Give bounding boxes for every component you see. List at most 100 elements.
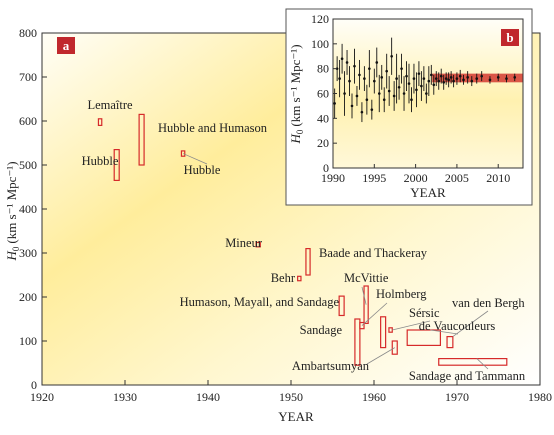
annotation-lemaitre: Lemaître xyxy=(87,98,133,112)
measurement-point xyxy=(375,61,379,64)
measurement-point xyxy=(417,72,421,75)
leader-line-van-den-bergh xyxy=(452,310,489,337)
annotation-humason-mayall-and-sandage: Humason, Mayall, and Sandage xyxy=(180,295,340,309)
measurement-point xyxy=(466,76,469,79)
annotation-van-den-bergh: van den Bergh xyxy=(452,296,525,310)
measurement-point xyxy=(365,98,369,102)
measurement-point xyxy=(382,98,386,102)
main-x-tick-label: 1970 xyxy=(445,390,469,404)
measurement-point xyxy=(434,77,438,80)
annotation-mcvittie: McVittie xyxy=(344,271,389,285)
inset-x-tick-label: 2005 xyxy=(445,171,469,185)
inset-measurements xyxy=(333,37,517,123)
measurement-point xyxy=(420,84,423,88)
measurement-point xyxy=(405,74,408,78)
measurement-point xyxy=(343,92,346,95)
main-y-axis-label: H0 (km s⁻¹ Mpc⁻¹) xyxy=(4,161,21,261)
measurement-point xyxy=(455,77,459,80)
measurement-point xyxy=(410,98,413,102)
estimate-box-holmberg xyxy=(359,321,365,330)
estimate-box-baade-and-thackeray xyxy=(305,248,311,276)
main-y-tick-label: 100 xyxy=(19,334,37,348)
inset-y-tick-label: 60 xyxy=(317,87,329,101)
annotation-hubble: Hubble xyxy=(82,154,119,168)
measurement-point xyxy=(488,78,492,82)
annotation-sandage: Sandage xyxy=(300,323,343,337)
measurement-point xyxy=(452,79,455,83)
inset-x-ticks: 1990 1995 2000 2005 2010 xyxy=(321,164,510,185)
measurement-point xyxy=(470,79,474,83)
estimate-box-humason-mayall-and-sandage xyxy=(338,295,345,317)
estimate-box-van-den-bergh xyxy=(446,336,454,349)
inset-y-axis-label-unit: (km s⁻¹ Mpc⁻¹) xyxy=(288,44,303,126)
measurement-point xyxy=(430,73,433,77)
measurement-point xyxy=(422,77,426,80)
annotation-hubble: Hubble xyxy=(184,163,221,177)
measurement-point xyxy=(425,92,428,95)
main-y-tick-label: 200 xyxy=(19,290,37,304)
main-y-axis-label-symbol: H xyxy=(4,251,19,262)
estimate-box-lemaitre xyxy=(97,118,103,127)
measurement-point xyxy=(355,94,359,98)
inset-y-axis-label-subscript: 0 xyxy=(295,129,305,134)
main-x-tick-label: 1980 xyxy=(528,390,552,404)
estimate-box-mineur xyxy=(255,241,261,248)
inset-x-tick-label: 1995 xyxy=(362,171,386,185)
main-x-tick-label: 1950 xyxy=(279,390,303,404)
measurement-point xyxy=(360,110,364,114)
main-y-ticks: 0 100 200 300 400 500 600 700 800 xyxy=(19,26,47,392)
measurement-point xyxy=(387,89,391,93)
measurement-point xyxy=(475,77,479,80)
main-x-ticks: 1920 1930 1940 1950 1960 1970 1980 xyxy=(30,380,552,404)
annotation-ambartsumyan: Ambartsumyan xyxy=(292,359,370,373)
inset-plot-background xyxy=(333,19,523,168)
main-annotations: Lemaître Hubble Hubble and Humason Hubble Mi… xyxy=(82,98,526,383)
inset-panel-b: 1990 1995 2000 2005 2010 0 20 40 60 80 100 120 b Y… xyxy=(285,8,533,206)
main-y-tick-label: 300 xyxy=(19,246,37,260)
estimate-box-hubble xyxy=(113,149,120,182)
annotation-baade-and-thackeray: Baade and Thackeray xyxy=(319,246,428,260)
measurement-point xyxy=(513,76,517,79)
measurement-point xyxy=(427,79,431,83)
main-y-tick-label: 700 xyxy=(19,70,37,84)
measurement-point xyxy=(415,88,418,92)
measurement-point xyxy=(377,92,381,95)
leader-line-sersic xyxy=(392,320,431,331)
panel-a-label: a xyxy=(63,38,70,53)
main-y-tick-label: 600 xyxy=(19,114,37,128)
measurement-point xyxy=(395,77,398,80)
measurement-point xyxy=(392,94,396,98)
annotation-mineur: Mineur xyxy=(225,236,263,250)
measurement-point xyxy=(370,108,374,111)
inset-y-axis-label-symbol: H xyxy=(288,134,303,145)
measurement-point xyxy=(444,77,448,80)
inset-y-tick-label: 20 xyxy=(317,136,329,150)
measurement-point xyxy=(505,77,508,80)
measurement-point xyxy=(363,77,366,80)
estimate-box-ambartsumyan xyxy=(391,340,398,355)
measurement-point xyxy=(462,78,465,82)
annotation-sandage-and-tammann: Sandage and Tammann xyxy=(409,369,526,383)
measurement-point xyxy=(432,83,436,87)
measurement-point xyxy=(397,85,401,89)
main-x-axis-label: YEAR xyxy=(278,409,314,424)
main-estimate-boxes xyxy=(97,113,508,366)
panel-b-label: b xyxy=(506,30,513,45)
measurement-point xyxy=(358,73,361,77)
annotation-de-vaucouleurs: de Vaucouleurs xyxy=(419,319,496,333)
main-y-axis-label-subscript: 0 xyxy=(11,246,21,251)
measurement-point xyxy=(368,67,371,70)
inset-y-tick-label: 40 xyxy=(317,111,329,125)
measurement-point xyxy=(353,64,356,68)
main-y-tick-label: 800 xyxy=(19,26,37,40)
leader-line-hubble xyxy=(182,153,208,165)
annotation-sersic: Sérsic xyxy=(409,306,440,320)
main-y-tick-label: 400 xyxy=(19,202,37,216)
measurement-point xyxy=(335,67,339,70)
annotation-hubble-and-humason: Hubble and Humason xyxy=(158,121,268,135)
measurement-point xyxy=(458,74,462,78)
panel-b-badge xyxy=(501,29,519,46)
main-y-axis-label-unit: (km s⁻¹ Mpc⁻¹) xyxy=(4,161,19,243)
estimate-box-behr xyxy=(297,275,302,282)
